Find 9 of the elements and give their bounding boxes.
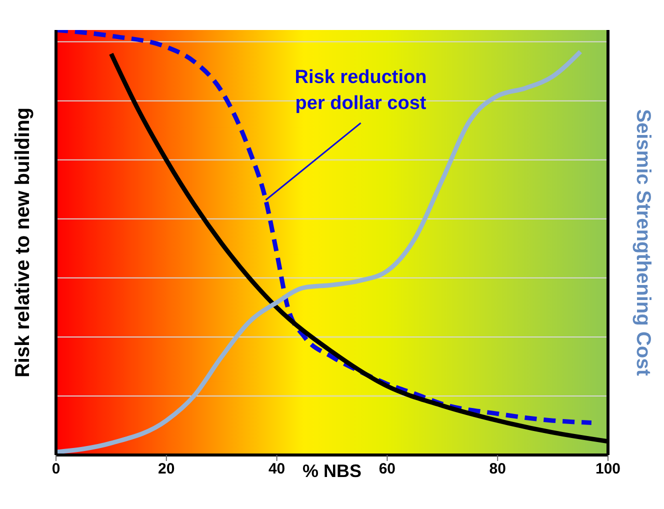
- y2-axis-title: Seismic Strengthening Cost: [632, 109, 654, 376]
- x-tick-label: 80: [489, 460, 506, 478]
- x-axis-title: % NBS: [302, 461, 362, 481]
- x-tick-label: 40: [268, 460, 286, 478]
- x-tick-label: 20: [158, 460, 175, 478]
- x-tick-label: 0: [52, 460, 60, 478]
- x-tick-label: 100: [595, 460, 621, 478]
- y-axis-title: Risk relative to new building: [12, 107, 34, 378]
- x-tick-label: 60: [378, 460, 396, 478]
